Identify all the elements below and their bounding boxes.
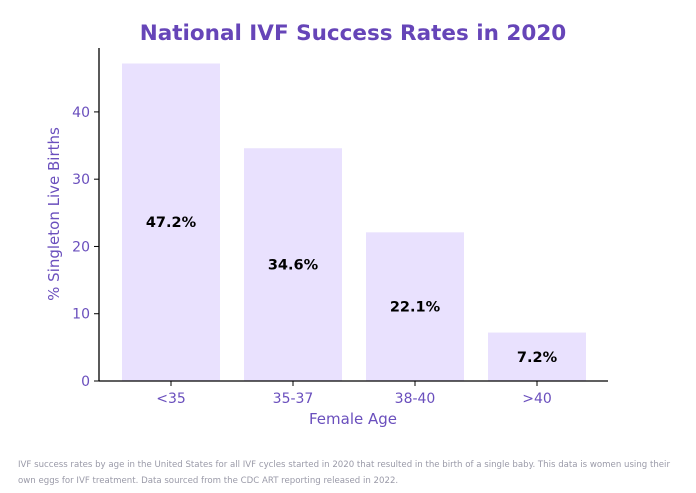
y-axis-label: % Singleton Live Births [45,127,63,301]
bar-4 [488,332,586,381]
bar-1 [122,63,220,382]
y-tick-label: 40 [72,105,90,121]
x-tick-label: 38-40 [395,391,436,407]
x-axis-label: Female Age [309,410,397,428]
chart-title: National IVF Success Rates in 2020 [140,21,567,46]
x-tick-label: >40 [522,391,552,407]
y-tick-label: 0 [81,374,90,390]
x-tick-label: 35-37 [273,391,314,407]
x-tick-label: <35 [156,391,186,407]
bar-value-label: 47.2% [146,215,197,231]
bar-value-label: 7.2% [517,350,558,366]
bar-chart: National IVF Success Rates in 2020 47.2%… [45,21,608,428]
value-labels-group: 47.2% 34.6% 22.1% 7.2% [146,215,558,366]
chart-caption: IVF success rates by age in the United S… [18,460,670,486]
bar-value-label: 34.6% [268,258,319,274]
y-ticks-group: 0 10 20 30 40 [72,105,99,390]
bar-3 [366,232,464,381]
y-tick-label: 10 [72,307,90,323]
x-ticks-group: <35 35-37 38-40 >40 [156,381,552,407]
y-tick-label: 20 [72,239,90,255]
bar-2 [244,148,342,381]
bars-group [122,63,586,382]
y-tick-label: 30 [72,172,90,188]
bar-value-label: 22.1% [390,300,441,316]
